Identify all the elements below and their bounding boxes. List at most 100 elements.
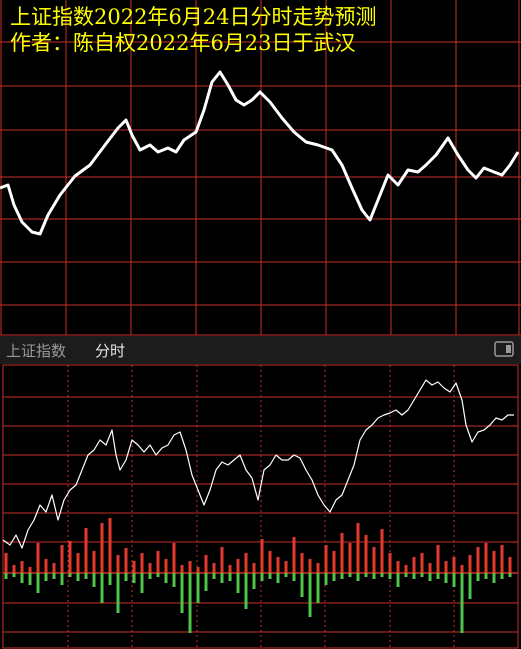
volume-bar [412,573,416,579]
volume-bar [204,555,208,573]
volume-bar [444,561,448,573]
volume-bar [332,551,336,573]
volume-bar [332,573,336,581]
volume-bar [284,573,288,577]
volume-bar [396,573,400,587]
volume-bar [100,573,104,603]
volume-bar [308,573,312,617]
volume-bar [300,573,304,597]
volume-bar [44,559,48,573]
volume-bar [324,545,328,573]
volume-bar [404,565,408,573]
volume-bar [420,573,424,577]
volume-bar [508,557,512,573]
volume-bar [84,573,88,579]
volume-bar [68,541,72,573]
volume-bar [204,573,208,591]
marks [0,70,520,633]
volume-bar [172,573,176,587]
volume-bar [116,555,120,573]
volume-bar [268,573,272,579]
volume-bar [268,551,272,573]
volume-bar [396,561,400,573]
volume-bar [404,573,408,577]
volume-bar [476,573,480,581]
volume-bar [164,559,168,573]
volume-bar [356,573,360,581]
volume-bar [116,573,120,613]
volume-bar [500,573,504,579]
volume-bar [316,573,320,603]
volume-bar [92,573,96,587]
volume-bar [52,573,56,579]
panel-toggle[interactable] [494,341,514,357]
volume-bar [252,563,256,573]
volume-bar [52,563,56,573]
volume-bar [228,565,232,573]
volume-bar [412,557,416,573]
volume-bar [372,573,376,579]
volume-bar [292,537,296,573]
volume-bar [156,573,160,577]
volume-bar [164,573,168,583]
volume-bar [492,573,496,583]
volume-bar [300,553,304,573]
volume-bar [380,573,384,577]
panel-header [0,336,521,364]
volume-bar [388,553,392,573]
volume-bar [188,573,192,633]
volume-bar [292,573,296,581]
volume-bar [236,573,240,593]
volume-bar [124,573,128,581]
volume-bar [148,573,152,579]
panel-toggle-fill [506,345,511,353]
price-line [2,379,514,549]
volume-bar [220,547,224,573]
volume-bar [244,573,248,609]
volume-bar [228,573,232,581]
volume-bar [276,557,280,573]
volume-bar [428,573,432,581]
volume-bar [188,561,192,573]
chart-title: 上证指数2022年6月24日分时走势预测 [10,5,377,29]
volume-bar [492,551,496,573]
volume-bar [340,573,344,579]
volume-bar [140,553,144,573]
volume-bar [468,555,472,573]
volume-bar [348,543,352,573]
volume-bar [196,573,200,603]
volume-bar [428,563,432,573]
volume-bar [28,567,32,573]
volume-bar [372,547,376,573]
volume-bar [252,573,256,589]
volume-bar [364,573,368,577]
volume-bar [180,573,184,613]
volume-bar [60,573,64,585]
volume-bar [476,547,480,573]
volume-bar [28,573,32,585]
volume-bar [364,535,368,573]
panel-mode[interactable]: 分时 [95,342,125,360]
volume-bar [148,563,152,573]
volume-bar [220,573,224,583]
volume-bar [460,565,464,573]
volume-bar [316,563,320,573]
volume-bar [340,533,344,573]
volume-bar [132,561,136,573]
volume-bar [436,545,440,573]
volume-bar [196,567,200,573]
volume-bar [468,573,472,599]
volume-bar [484,573,488,579]
volume-bar [132,573,136,583]
volume-bar [348,573,352,577]
volume-bar [36,543,40,573]
volume-bar [452,573,456,587]
volume-bar [500,545,504,573]
volume-bar [84,528,88,573]
volume-bar [508,573,512,577]
volume-bar [212,563,216,573]
price-line [0,70,520,236]
volume-bar [92,551,96,573]
volume-bar [388,573,392,579]
